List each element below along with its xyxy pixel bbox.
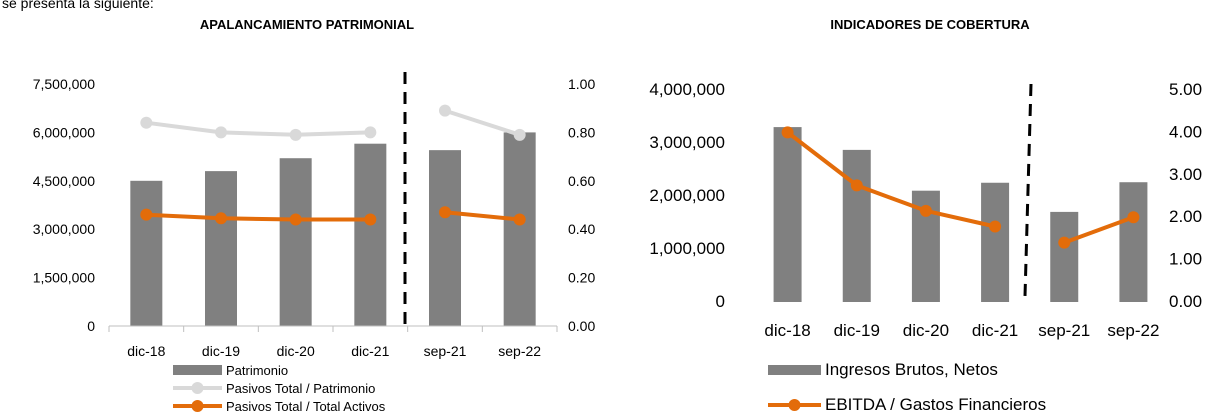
point-pasivos-total-patrimonio — [289, 128, 302, 141]
x-category-label: sep-22 — [498, 343, 541, 359]
x-category-label: sep-21 — [424, 343, 467, 359]
y-left-tick-label: 0 — [87, 318, 95, 334]
legend-label: Pasivos Total / Patrimonio — [226, 381, 375, 396]
point-ebitda-gastos-financieros — [989, 220, 1002, 233]
chart-apalancamiento-patrimonial: APALANCAMIENTO PATRIMONIAL 0 1,500,000 3,00… — [33, 17, 596, 414]
bar-patrimonio — [354, 143, 387, 326]
y-left-tick-label: 1,000,000 — [649, 239, 725, 258]
point-pasivos-total-total-activos — [289, 213, 302, 226]
legend-label: EBITDA / Gastos Financieros — [825, 395, 1046, 414]
legend-swatch-patrimonio — [173, 365, 222, 375]
y-left-tick-label: 7,500,000 — [33, 76, 95, 92]
y-right-tick-label: 0.00 — [1169, 292, 1202, 311]
x-category-label: dic-21 — [351, 343, 389, 359]
chart-title: INDICADORES DE COBERTURA — [830, 17, 1030, 32]
point-ebitda-gastos-financieros — [919, 204, 932, 217]
point-ebitda-gastos-financieros — [1058, 236, 1071, 249]
bar-patrimonio — [205, 171, 237, 326]
y-right-tick-label: 0.20 — [568, 270, 595, 286]
line-pasivos-total-patrimonio — [146, 120, 371, 137]
y-right-tick-label: 2.00 — [1169, 207, 1202, 226]
page-caption: se presenta la siguiente: — [2, 0, 154, 11]
bar-ingresos-brutos-netos — [1050, 211, 1079, 302]
x-category-label: dic-18 — [764, 321, 810, 340]
legend-marker-ebitda-gastos-financieros — [788, 399, 801, 411]
line-ebitda-gastos-financieros — [786, 130, 996, 229]
point-pasivos-total-total-activos — [439, 206, 451, 219]
point-pasivos-total-total-activos — [513, 213, 526, 226]
x-category-label: dic-20 — [277, 343, 315, 359]
legend-marker-pasivos-total-patrimonio — [191, 382, 204, 394]
bar-patrimonio — [429, 150, 461, 326]
x-category-label: dic-19 — [834, 321, 880, 340]
y-left-tick-label: 1,500,000 — [33, 270, 95, 286]
point-ebitda-gastos-financieros — [1127, 211, 1140, 224]
line-pasivos-total-patrimonio — [444, 108, 521, 137]
bar-ingresos-brutos-netos — [773, 127, 802, 302]
point-pasivos-total-patrimonio — [140, 116, 153, 129]
line-pasivos-total-total-activos — [444, 210, 520, 222]
legend-marker-pasivos-total-total-activos — [191, 400, 204, 412]
bar-patrimonio — [130, 180, 163, 326]
y-left-tick-label: 0 — [716, 292, 725, 311]
line-pasivos-total-total-activos — [146, 212, 371, 222]
x-category-label: dic-21 — [972, 321, 1018, 340]
y-left-tick-label: 4,500,000 — [33, 173, 95, 189]
period-separator — [1023, 83, 1033, 297]
bar-ingresos-brutos-netos — [981, 182, 1010, 302]
x-category-label: sep-22 — [1107, 321, 1159, 340]
bar-ingresos-brutos-netos — [842, 149, 871, 302]
y-right-tick-label: 1.00 — [568, 76, 595, 92]
point-pasivos-total-total-activos — [364, 213, 377, 226]
x-category-label: dic-18 — [127, 343, 165, 359]
x-category-label: sep-21 — [1038, 321, 1090, 340]
bar-patrimonio — [279, 158, 312, 326]
x-category-label: dic-19 — [202, 343, 240, 359]
y-right-tick-label: 0.80 — [568, 124, 595, 140]
bar-patrimonio — [503, 132, 536, 326]
point-pasivos-total-patrimonio — [513, 128, 526, 141]
y-left-tick-label: 3,000,000 — [649, 133, 725, 152]
bar-ingresos-brutos-netos — [1119, 182, 1148, 302]
chart-indicadores-de-cobertura: INDICADORES DE COBERTURA 0 1,000,000 2,000,… — [649, 17, 1202, 414]
y-left-tick-label: 2,000,000 — [649, 186, 725, 205]
chart-title: APALANCAMIENTO PATRIMONIAL — [200, 17, 414, 32]
point-pasivos-total-total-activos — [140, 208, 153, 221]
legend-swatch-ingresos-brutos-netos — [768, 365, 821, 375]
y-left-tick-label: 4,000,000 — [649, 80, 725, 99]
point-pasivos-total-total-activos — [215, 212, 227, 225]
y-right-tick-label: 0.60 — [568, 173, 595, 189]
line-ebitda-gastos-financieros — [1063, 215, 1135, 245]
x-category-label: dic-20 — [903, 321, 949, 340]
point-ebitda-gastos-financieros — [781, 126, 794, 139]
y-right-tick-label: 5.00 — [1169, 80, 1202, 99]
y-right-tick-label: 3.00 — [1169, 165, 1202, 184]
legend-label: Patrimonio — [226, 363, 288, 378]
y-right-tick-label: 4.00 — [1169, 122, 1202, 141]
y-left-tick-label: 3,000,000 — [33, 221, 95, 237]
y-right-tick-label: 0.40 — [568, 221, 595, 237]
y-right-tick-label: 1.00 — [1169, 250, 1202, 269]
point-pasivos-total-patrimonio — [439, 104, 451, 117]
y-right-tick-label: 0.00 — [568, 318, 595, 334]
y-left-tick-label: 6,000,000 — [33, 124, 95, 140]
point-pasivos-total-patrimonio — [364, 126, 377, 139]
legend-label: Pasivos Total / Total Activos — [226, 399, 386, 414]
point-ebitda-gastos-financieros — [850, 179, 863, 192]
legend-label: Ingresos Brutos, Netos — [825, 360, 998, 379]
point-pasivos-total-patrimonio — [215, 126, 227, 139]
